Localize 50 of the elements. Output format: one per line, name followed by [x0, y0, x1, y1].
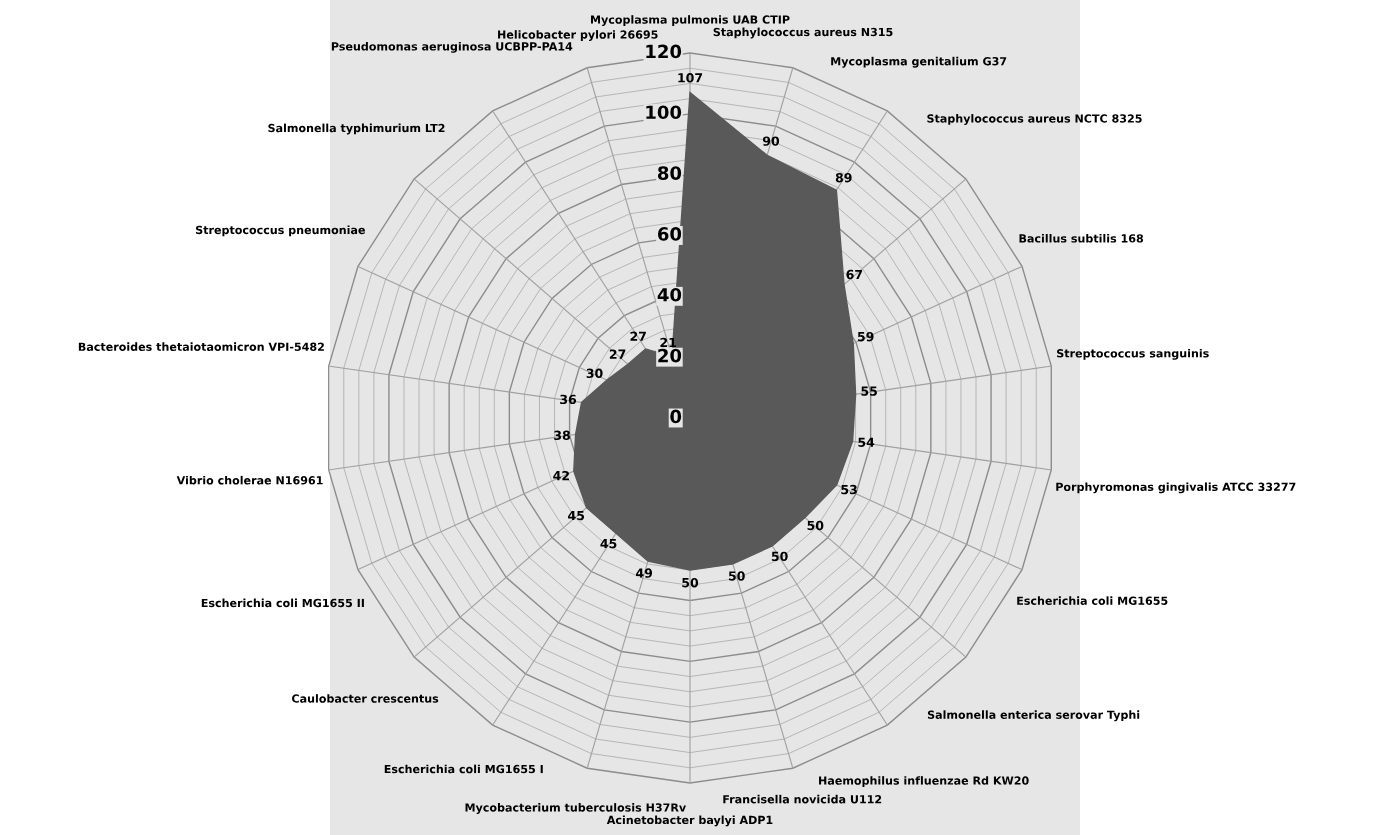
spoke-label: Haemophilus influenzae Rd KW20 — [819, 776, 1029, 787]
data-label: 36 — [560, 394, 577, 405]
spoke-label: Mycobacterium tuberculosis H37Rv — [465, 803, 686, 814]
spoke-label: Caulobacter crescentus — [291, 694, 439, 703]
spoke-label: Vibrio cholerae N16961 — [176, 475, 323, 485]
y-tick-label: 60 — [657, 227, 682, 241]
spoke-label: Escherichia coli MG1655 — [1017, 596, 1168, 605]
spoke-label: Helicobacter pylori 26695 — [498, 30, 658, 41]
y-tick-label: 20 — [658, 348, 682, 363]
spoke-label: Salmonella enterica serovar Typhi — [927, 710, 1140, 722]
y-tick-label: 0 — [670, 409, 682, 424]
spoke-label: Pseudomonas aeruginosa UCBPP-PA14 — [331, 41, 573, 53]
y-tick-label: 40 — [657, 287, 682, 302]
data-label: 42 — [553, 470, 569, 481]
spoke-label: Acinetobacter baylyi ADP1 — [606, 815, 773, 827]
data-label: 107 — [678, 73, 703, 83]
data-label: 67 — [846, 269, 863, 280]
spoke-label: Bacillus subtilis 168 — [1019, 234, 1144, 243]
spoke-label: Mycoplasma genitalium G37 — [831, 56, 1007, 68]
spoke-label: Staphylococcus aureus N315 — [713, 27, 893, 39]
data-label: 30 — [586, 368, 603, 379]
spoke-label: Escherichia coli MG1655 II — [201, 598, 364, 608]
data-label: 89 — [835, 172, 852, 183]
spoke-label: Bacteroides thetaiotaomicron VPI-5482 — [78, 342, 324, 351]
spoke-label: Staphylococcus aureus NCTC 8325 — [927, 114, 1142, 125]
data-label: 49 — [636, 568, 653, 578]
data-label: 50 — [728, 571, 745, 581]
data-label: 54 — [858, 437, 875, 447]
spoke-label: Salmonella typhimurium LT2 — [268, 123, 445, 135]
spoke-label: Streptococcus pneumoniae — [195, 225, 365, 237]
data-label: 55 — [861, 386, 877, 396]
data-label: 27 — [609, 349, 626, 359]
data-label: 50 — [771, 551, 788, 562]
data-label: 50 — [682, 577, 699, 588]
spoke-label: Escherichia coli MG1655 I — [384, 764, 543, 774]
y-tick-label: 100 — [646, 105, 682, 120]
spoke-label: Porphyromonas gingivalis ATCC 33277 — [1056, 482, 1296, 494]
data-label: 50 — [807, 520, 824, 531]
data-label: 53 — [841, 484, 857, 495]
data-label: 45 — [568, 510, 585, 521]
data-label: 27 — [630, 331, 646, 341]
data-label: 59 — [857, 331, 874, 342]
y-tick-label: 80 — [657, 166, 682, 180]
data-label: 38 — [554, 430, 570, 441]
spoke-label: Francisella novicida U112 — [723, 794, 882, 804]
data-label: 90 — [762, 136, 780, 146]
spoke-label: Streptococcus sanguinis — [1057, 348, 1209, 360]
y-tick-label: 120 — [646, 44, 682, 59]
spoke-label: Mycoplasma pulmonis UAB CTIP — [591, 15, 790, 26]
data-label: 45 — [600, 539, 617, 549]
